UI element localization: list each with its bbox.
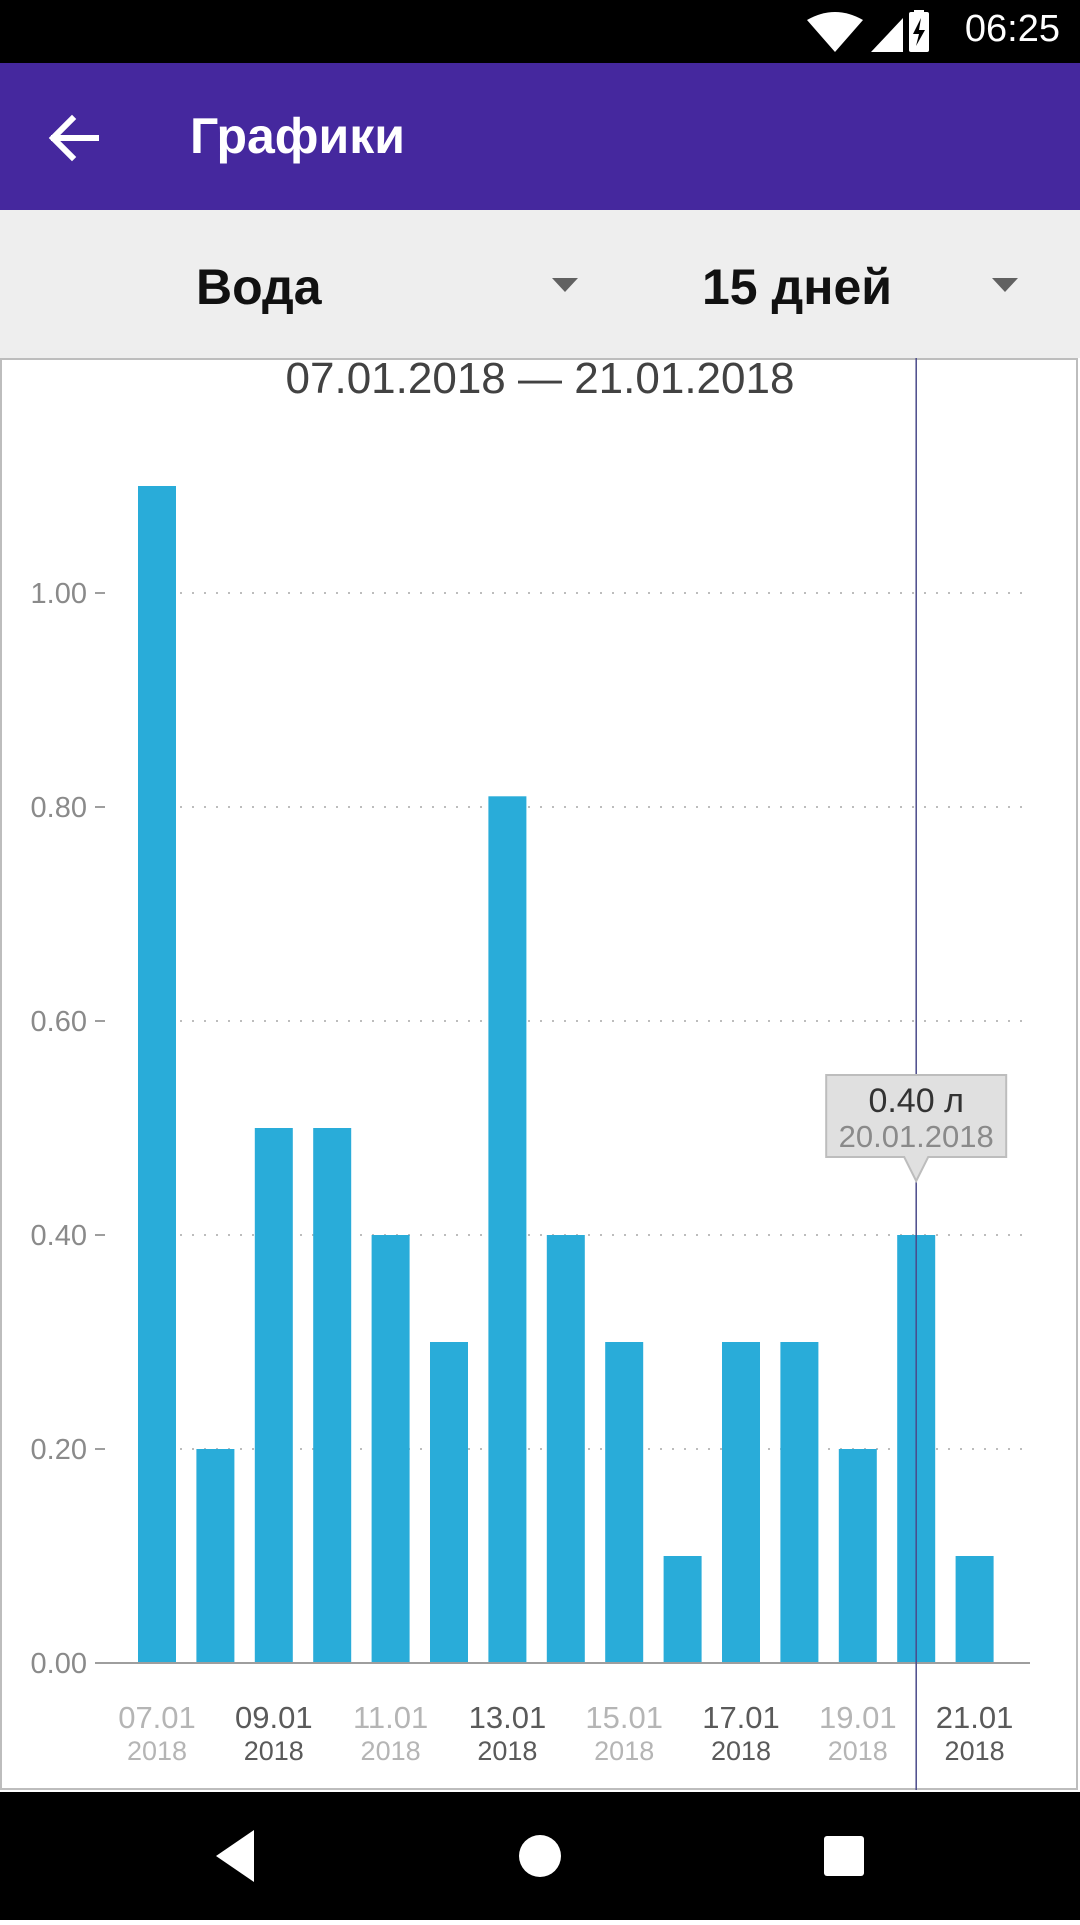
y-tick-label: 0.00 (31, 1648, 87, 1680)
x-tick-year: 2018 (244, 1736, 304, 1766)
chart-bar[interactable] (138, 486, 176, 1663)
chart-bar[interactable] (488, 796, 527, 1663)
chart-bar[interactable] (605, 1342, 644, 1663)
water-bar-chart[interactable]: 07.01.2018 — 21.01.2018 0.00 0.20 0.40 0.60 0… (0, 358, 1080, 1790)
navigation-bar (0, 1792, 1080, 1920)
wifi-icon (807, 12, 863, 52)
arrow-back-icon (48, 114, 99, 162)
x-tick-year: 2018 (828, 1736, 888, 1766)
back-triangle-icon[interactable] (216, 1830, 254, 1882)
x-tick-label: 17.01 (702, 1700, 780, 1735)
x-tick-label: 21.01 (936, 1700, 1014, 1735)
chart-bar[interactable] (722, 1342, 760, 1663)
cell-signal-icon (871, 18, 903, 52)
chart-title: 07.01.2018 — 21.01.2018 (286, 358, 795, 403)
x-tick-year: 2018 (361, 1736, 421, 1766)
home-circle-icon[interactable] (519, 1835, 561, 1877)
y-tick-label: 0.80 (31, 792, 87, 824)
x-tick-label: 19.01 (819, 1700, 897, 1735)
x-tick-label: 09.01 (235, 1700, 313, 1735)
x-tick-label: 15.01 (585, 1700, 663, 1735)
metric-select-value: Вода (196, 259, 322, 315)
x-tick-year: 2018 (477, 1736, 537, 1766)
x-tick-year: 2018 (594, 1736, 654, 1766)
chart-bar[interactable] (196, 1449, 235, 1663)
dropdown-arrow-icon (992, 278, 1018, 292)
y-tick-label: 0.40 (31, 1220, 87, 1252)
page-title: Графики (190, 108, 406, 164)
chart-bar[interactable] (254, 1128, 293, 1663)
tooltip-box (825, 1074, 1008, 1184)
tooltip-date: 20.01.2018 (839, 1119, 994, 1154)
chart-bar[interactable] (371, 1235, 410, 1663)
status-time: 06:25 (964, 8, 1060, 50)
tooltip-value: 0.40 л (868, 1082, 963, 1120)
y-tick-label: 1.00 (31, 578, 87, 610)
app-bar: Графики (0, 63, 1080, 210)
chart-bar[interactable] (838, 1449, 877, 1663)
chart-bar[interactable] (313, 1128, 352, 1663)
back-button[interactable] (40, 103, 110, 173)
dropdown-arrow-icon (552, 278, 578, 292)
y-tick-label: 0.60 (31, 1006, 87, 1038)
x-tick-year: 2018 (127, 1736, 187, 1766)
period-select-value: 15 дней (702, 259, 892, 315)
x-tick-label: 11.01 (353, 1700, 428, 1735)
status-bar: 06:25 (0, 0, 1080, 63)
chart-bar[interactable] (663, 1556, 702, 1663)
x-tick-year: 2018 (945, 1736, 1005, 1766)
status-icons (805, 10, 930, 54)
filter-bar: Вода 15 дней (0, 210, 1080, 358)
chart-bar[interactable] (430, 1342, 468, 1663)
y-tick-label: 0.20 (31, 1434, 87, 1466)
recents-square-icon[interactable] (824, 1836, 864, 1876)
battery-charging-icon (909, 10, 929, 52)
metric-select[interactable]: Вода (150, 210, 600, 358)
x-tick-label: 13.01 (469, 1700, 547, 1735)
chart-bar[interactable] (546, 1235, 585, 1663)
chart-bar[interactable] (955, 1556, 994, 1663)
period-select[interactable]: 15 дней (690, 210, 1040, 358)
chart-bar[interactable] (780, 1342, 819, 1663)
x-tick-label: 07.01 (118, 1700, 196, 1735)
x-tick-year: 2018 (711, 1736, 771, 1766)
